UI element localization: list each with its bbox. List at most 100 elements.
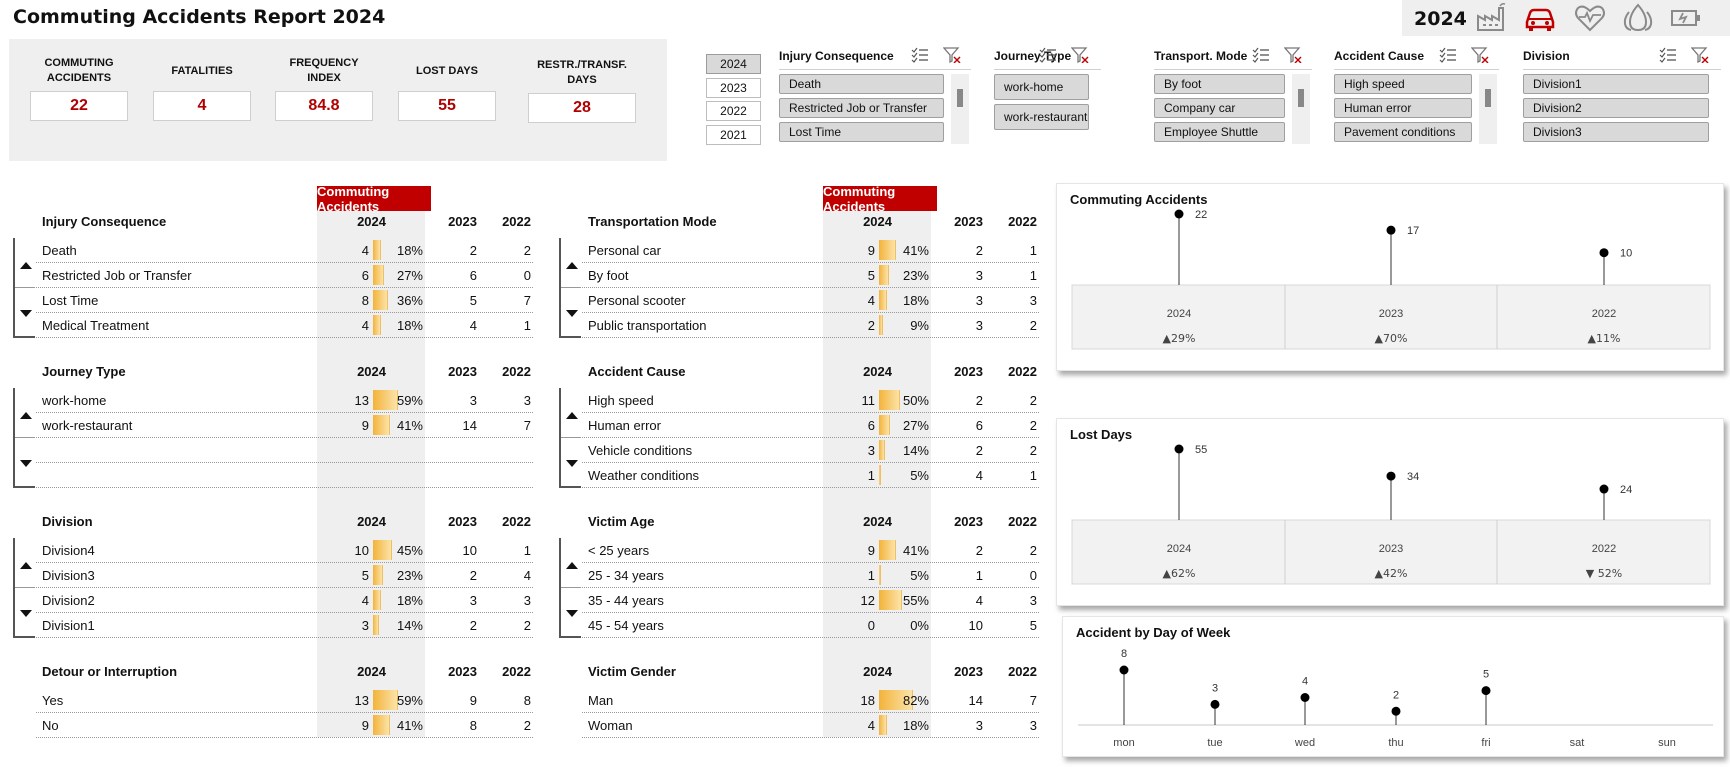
value-2024: 8 <box>361 293 369 308</box>
table-row: Human error 6 27% 6 2 <box>582 413 1039 438</box>
data-label: 3 <box>1212 682 1218 694</box>
slicer-item[interactable]: Employee Shuttle <box>1154 122 1285 142</box>
value-2022: 1 <box>523 543 531 558</box>
percent-bar <box>879 715 887 735</box>
scroll-down-arrow-icon[interactable] <box>20 460 32 467</box>
change-label: ▲11% <box>1588 332 1621 345</box>
value-2024: 4 <box>361 243 369 258</box>
slicer-2: Transport. Mode By foot Company car Employe… <box>1154 44 1312 144</box>
slicer-item[interactable]: Division2 <box>1523 98 1709 118</box>
year-button-2024[interactable]: 2024 <box>706 54 761 74</box>
value-2022: 3 <box>523 593 531 608</box>
multi-select-icon[interactable] <box>911 47 929 63</box>
slicer-scrollbar[interactable] <box>951 74 969 144</box>
kpi-panel: COMMUTING ACCIDENTS 22 FATALITIES 4 FREQ… <box>9 39 667 161</box>
slicer-item[interactable]: Pavement conditions <box>1334 122 1472 142</box>
year-button-2021[interactable]: 2021 <box>706 125 761 145</box>
clear-filter-icon[interactable] <box>1284 47 1302 63</box>
kpi-label: FATALITIES <box>171 64 233 77</box>
row-label: 25 - 34 years <box>588 568 664 583</box>
heart-pulse-icon[interactable] <box>1573 2 1607 34</box>
scrollbar-thumb[interactable] <box>1298 89 1304 107</box>
table-row: Division2 4 18% 3 3 <box>36 588 533 613</box>
section-scroller[interactable] <box>559 238 581 338</box>
scroll-down-arrow-icon[interactable] <box>566 460 578 467</box>
column-header-2023: 2023 <box>448 664 477 679</box>
scrollbar-thumb[interactable] <box>957 89 963 107</box>
column-header-2024: 2024 <box>357 514 386 529</box>
multi-select-icon[interactable] <box>1659 47 1677 63</box>
percent-bar <box>879 465 882 485</box>
slicer-item[interactable]: Human error <box>1334 98 1472 118</box>
multi-select-icon[interactable] <box>1439 47 1457 63</box>
kpi-value: 22 <box>30 91 128 121</box>
kpi-value: 84.8 <box>275 91 373 121</box>
slicer-item[interactable]: Division1 <box>1523 74 1709 94</box>
value-2024: 12 <box>860 593 875 608</box>
battery-icon[interactable] <box>1669 2 1703 34</box>
slicer-item[interactable]: work-restaurant <box>994 104 1089 130</box>
year-button-2023[interactable]: 2023 <box>706 78 761 98</box>
slicer-item[interactable]: work-home <box>994 74 1089 100</box>
section-scroller[interactable] <box>13 238 35 338</box>
section-scroller[interactable] <box>559 538 581 638</box>
scroll-up-arrow-icon[interactable] <box>566 262 578 269</box>
slicer-item[interactable]: Death <box>779 74 944 94</box>
slicer-item[interactable]: Restricted Job or Transfer <box>779 98 944 118</box>
kpi-label: COMMUTING ACCIDENTS <box>44 57 114 84</box>
scroll-up-arrow-icon[interactable] <box>20 562 32 569</box>
scroll-down-arrow-icon[interactable] <box>566 610 578 617</box>
slicer-item[interactable]: Division3 <box>1523 122 1709 142</box>
chart-commuting-accidents: Commuting Accidents 22 2024 ▲29% 17 2023 ▲70%… <box>1056 183 1724 371</box>
section-scroller[interactable] <box>559 388 581 488</box>
scroll-up-arrow-icon[interactable] <box>20 262 32 269</box>
scroll-up-arrow-icon[interactable] <box>566 562 578 569</box>
clear-filter-icon[interactable] <box>1071 47 1089 63</box>
value-2023: 3 <box>975 293 983 308</box>
slicer-item[interactable]: By foot <box>1154 74 1285 94</box>
table-row: Man 18 82% 14 7 <box>582 688 1039 713</box>
clear-filter-icon[interactable] <box>1471 47 1489 63</box>
value-2023: 9 <box>469 693 477 708</box>
slicer-divider <box>1154 69 1312 70</box>
column-header-2022: 2022 <box>1008 664 1037 679</box>
value-2023: 2 <box>975 443 983 458</box>
slicer-item[interactable]: Lost Time <box>779 122 944 142</box>
year-button-2022[interactable]: 2022 <box>706 101 761 121</box>
percent-bar <box>373 290 389 310</box>
value-2022: 2 <box>1029 318 1037 333</box>
clear-filter-icon[interactable] <box>1691 47 1709 63</box>
scroll-down-arrow-icon[interactable] <box>20 610 32 617</box>
percent-value: 41% <box>902 543 929 558</box>
category-label: tue <box>1207 737 1222 749</box>
chart-accident-by-day: Accident by Day of Week 8 mon 3 tue 4 wed 2 thu… <box>1062 616 1724 757</box>
factory-icon[interactable] <box>1475 2 1509 34</box>
value-2024: 3 <box>361 618 369 633</box>
percent-bar <box>373 690 398 710</box>
multi-select-icon[interactable] <box>1252 47 1270 63</box>
data-point <box>1386 225 1396 235</box>
section-scroller[interactable] <box>13 388 35 488</box>
scrollbar-thumb[interactable] <box>1485 89 1491 107</box>
scroll-down-arrow-icon[interactable] <box>20 310 32 317</box>
table-row: Woman 4 18% 3 3 <box>582 713 1039 738</box>
table-row: 25 - 34 years 1 5% 1 0 <box>582 563 1039 588</box>
slicer-item[interactable]: Company car <box>1154 98 1285 118</box>
car-icon[interactable] <box>1523 2 1557 34</box>
clear-filter-icon[interactable] <box>943 47 961 63</box>
value-2023: 4 <box>975 468 983 483</box>
scroll-up-arrow-icon[interactable] <box>566 412 578 419</box>
slicer-scrollbar[interactable] <box>1479 74 1497 144</box>
data-label: 24 <box>1620 484 1632 496</box>
column-header-2022: 2022 <box>1008 364 1037 379</box>
value-2024: 1 <box>867 568 875 583</box>
scroll-down-arrow-icon[interactable] <box>566 310 578 317</box>
kpi-label: LOST DAYS <box>416 64 478 77</box>
scroll-up-arrow-icon[interactable] <box>20 412 32 419</box>
column-header-2022: 2022 <box>502 514 531 529</box>
section-scroller[interactable] <box>13 538 35 638</box>
slicer-item[interactable]: High speed <box>1334 74 1472 94</box>
multi-select-icon[interactable] <box>1039 47 1057 63</box>
fire-icon[interactable] <box>1621 2 1655 34</box>
slicer-scrollbar[interactable] <box>1292 74 1310 144</box>
